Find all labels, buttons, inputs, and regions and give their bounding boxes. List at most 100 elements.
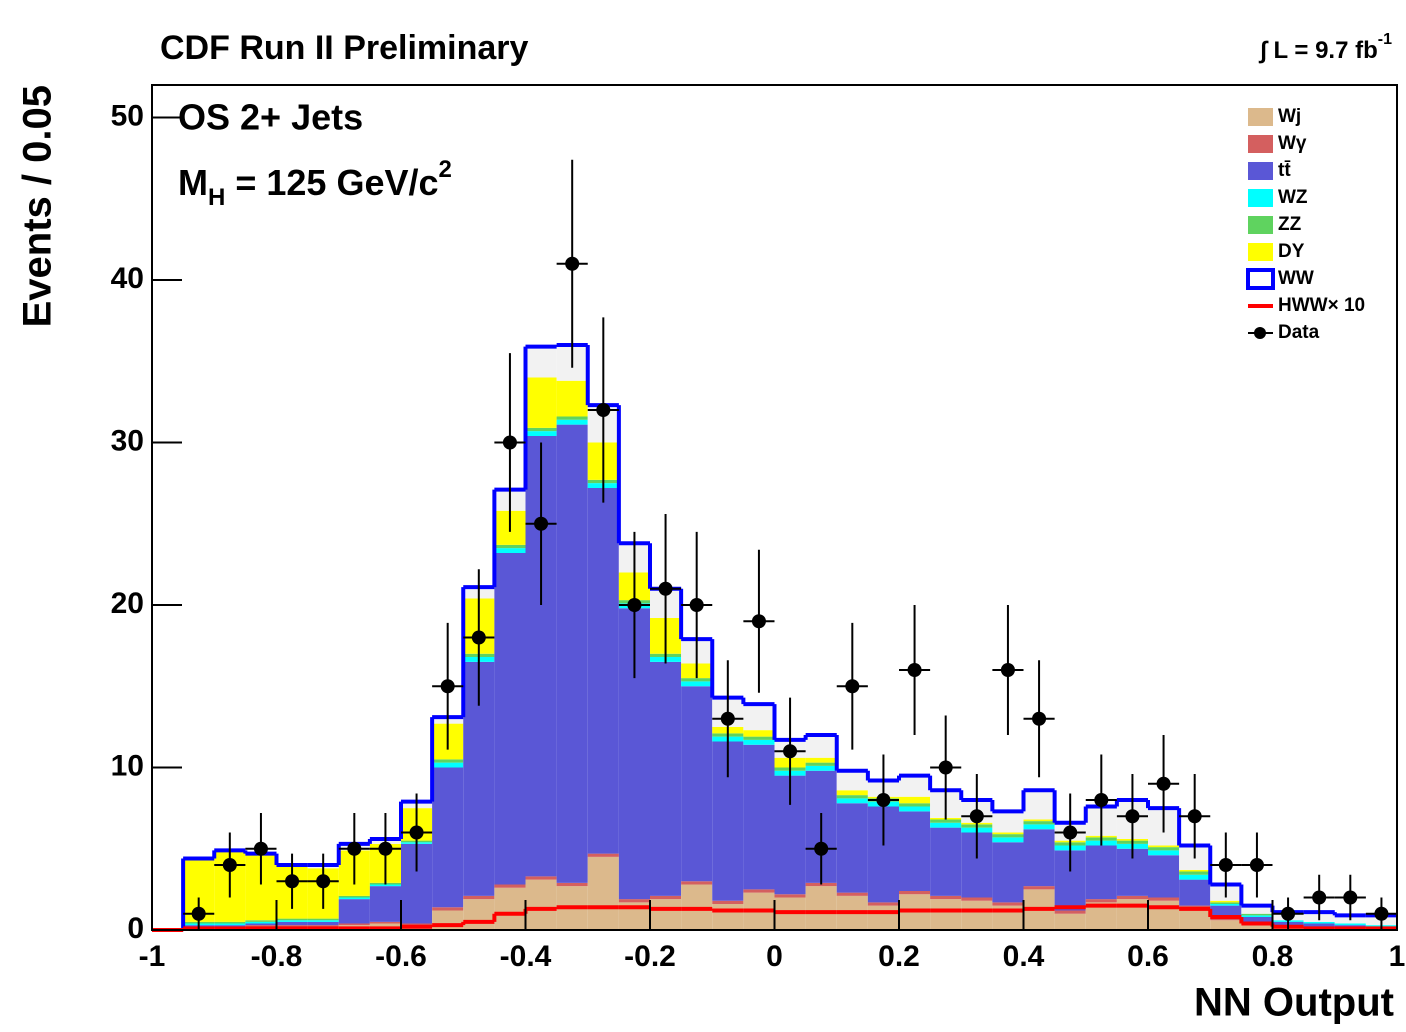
stack-bar — [899, 803, 931, 807]
stack-bar — [463, 895, 495, 900]
stack-bar — [836, 803, 868, 893]
data-point — [1000, 663, 1015, 677]
stack-bar — [1210, 904, 1242, 906]
x-tick-label: 1 — [1389, 940, 1406, 973]
stack-bar — [961, 900, 993, 930]
stack-bar — [525, 876, 557, 880]
stack-bar — [1179, 871, 1211, 875]
stack-bar — [1179, 908, 1211, 930]
stack-bar — [992, 902, 1024, 906]
stack-bar — [1023, 819, 1055, 822]
data-point — [1249, 858, 1264, 872]
stack-bar — [432, 767, 464, 908]
legend-swatch — [1248, 108, 1273, 126]
stack-bar — [1085, 845, 1117, 900]
data-point — [316, 874, 331, 889]
stack-bar — [867, 902, 899, 906]
stack-bar — [836, 790, 868, 796]
stack-bar — [307, 918, 339, 921]
stack-bar — [432, 762, 464, 768]
stack-bar — [712, 904, 744, 930]
legend-swatch — [1246, 268, 1275, 290]
legend-label: WZ — [1278, 187, 1308, 208]
stack-bar — [556, 882, 588, 887]
data-point — [689, 598, 704, 612]
stack-bar — [650, 899, 682, 930]
stack-bar — [899, 775, 931, 797]
stack-bar — [743, 730, 775, 737]
stack-bar — [276, 925, 308, 927]
stack-bar — [338, 897, 370, 900]
stack-bar — [245, 920, 277, 922]
stack-bar — [899, 811, 931, 891]
stack-bar — [1054, 910, 1086, 914]
stack-bar — [1085, 899, 1117, 903]
stack-bar — [1023, 829, 1055, 887]
x-tick-label: -0.2 — [624, 940, 676, 973]
stack-bar — [1241, 905, 1273, 914]
stack-bar — [369, 921, 401, 924]
stack-bar — [1179, 874, 1211, 880]
x-tick-label: 0.4 — [1003, 940, 1045, 973]
data-point — [1312, 890, 1327, 905]
stack-bar — [276, 920, 308, 922]
legend-label: Wj — [1278, 106, 1301, 127]
annotation: OS 2+ Jets — [178, 97, 363, 138]
stack-bar — [1116, 895, 1148, 900]
data-point — [440, 679, 455, 694]
stack-bar — [930, 899, 962, 930]
stack-bar — [1241, 925, 1273, 930]
stack-bar — [743, 704, 775, 731]
stack-bar — [930, 895, 962, 900]
legend-swatch — [1248, 162, 1273, 180]
x-tick-label: 0.2 — [878, 940, 920, 973]
data-point — [471, 630, 486, 645]
stack-bar — [650, 895, 682, 900]
stack-bar — [1179, 869, 1211, 872]
stack-bar — [743, 739, 775, 745]
data-point — [845, 679, 860, 694]
legend-swatch — [1248, 243, 1273, 261]
mass-text: M — [178, 162, 208, 203]
data-point — [720, 711, 735, 726]
stack-bar — [432, 759, 464, 763]
stack-bar — [1023, 821, 1055, 825]
data-point — [1343, 890, 1358, 905]
stack-bar — [556, 419, 588, 425]
data-point — [253, 841, 268, 856]
stack-bar — [805, 886, 837, 930]
data-point — [409, 825, 424, 840]
stack-bar — [525, 879, 557, 930]
stack-bar — [743, 744, 775, 890]
y-tick-label: 0 — [127, 912, 144, 945]
y-tick-label: 40 — [111, 262, 144, 295]
stack-bar — [1210, 918, 1242, 921]
data-point — [502, 435, 517, 450]
data-point — [191, 906, 206, 921]
x-tick-label: -0.8 — [251, 940, 303, 973]
data-point — [347, 841, 362, 856]
stack-bar — [494, 544, 526, 549]
stack-bar — [214, 921, 246, 924]
y-tick-label: 10 — [111, 749, 144, 782]
data-point — [751, 614, 766, 629]
mass-sub: H — [208, 184, 225, 211]
stack-bar — [961, 897, 993, 901]
mass-sup: 2 — [439, 156, 452, 183]
stack-bar — [1210, 900, 1242, 903]
legend-swatch — [1254, 327, 1266, 339]
legend-swatch — [1248, 135, 1273, 153]
stack-bar — [276, 918, 308, 921]
stack-bar — [245, 923, 277, 926]
stack-bar — [307, 925, 339, 927]
x-tick-label: -0.4 — [500, 940, 552, 973]
data-point — [938, 760, 953, 775]
luminosity: ∫ L = 9.7 fb-1 — [1258, 31, 1392, 64]
x-tick-label: 0.6 — [1127, 940, 1169, 973]
y-tick-label: 50 — [111, 99, 144, 132]
stack-bar — [401, 923, 433, 926]
data-point — [1094, 793, 1109, 807]
stack-bar — [276, 921, 308, 926]
stack-bar — [1054, 913, 1086, 930]
stack-bar — [494, 884, 526, 888]
